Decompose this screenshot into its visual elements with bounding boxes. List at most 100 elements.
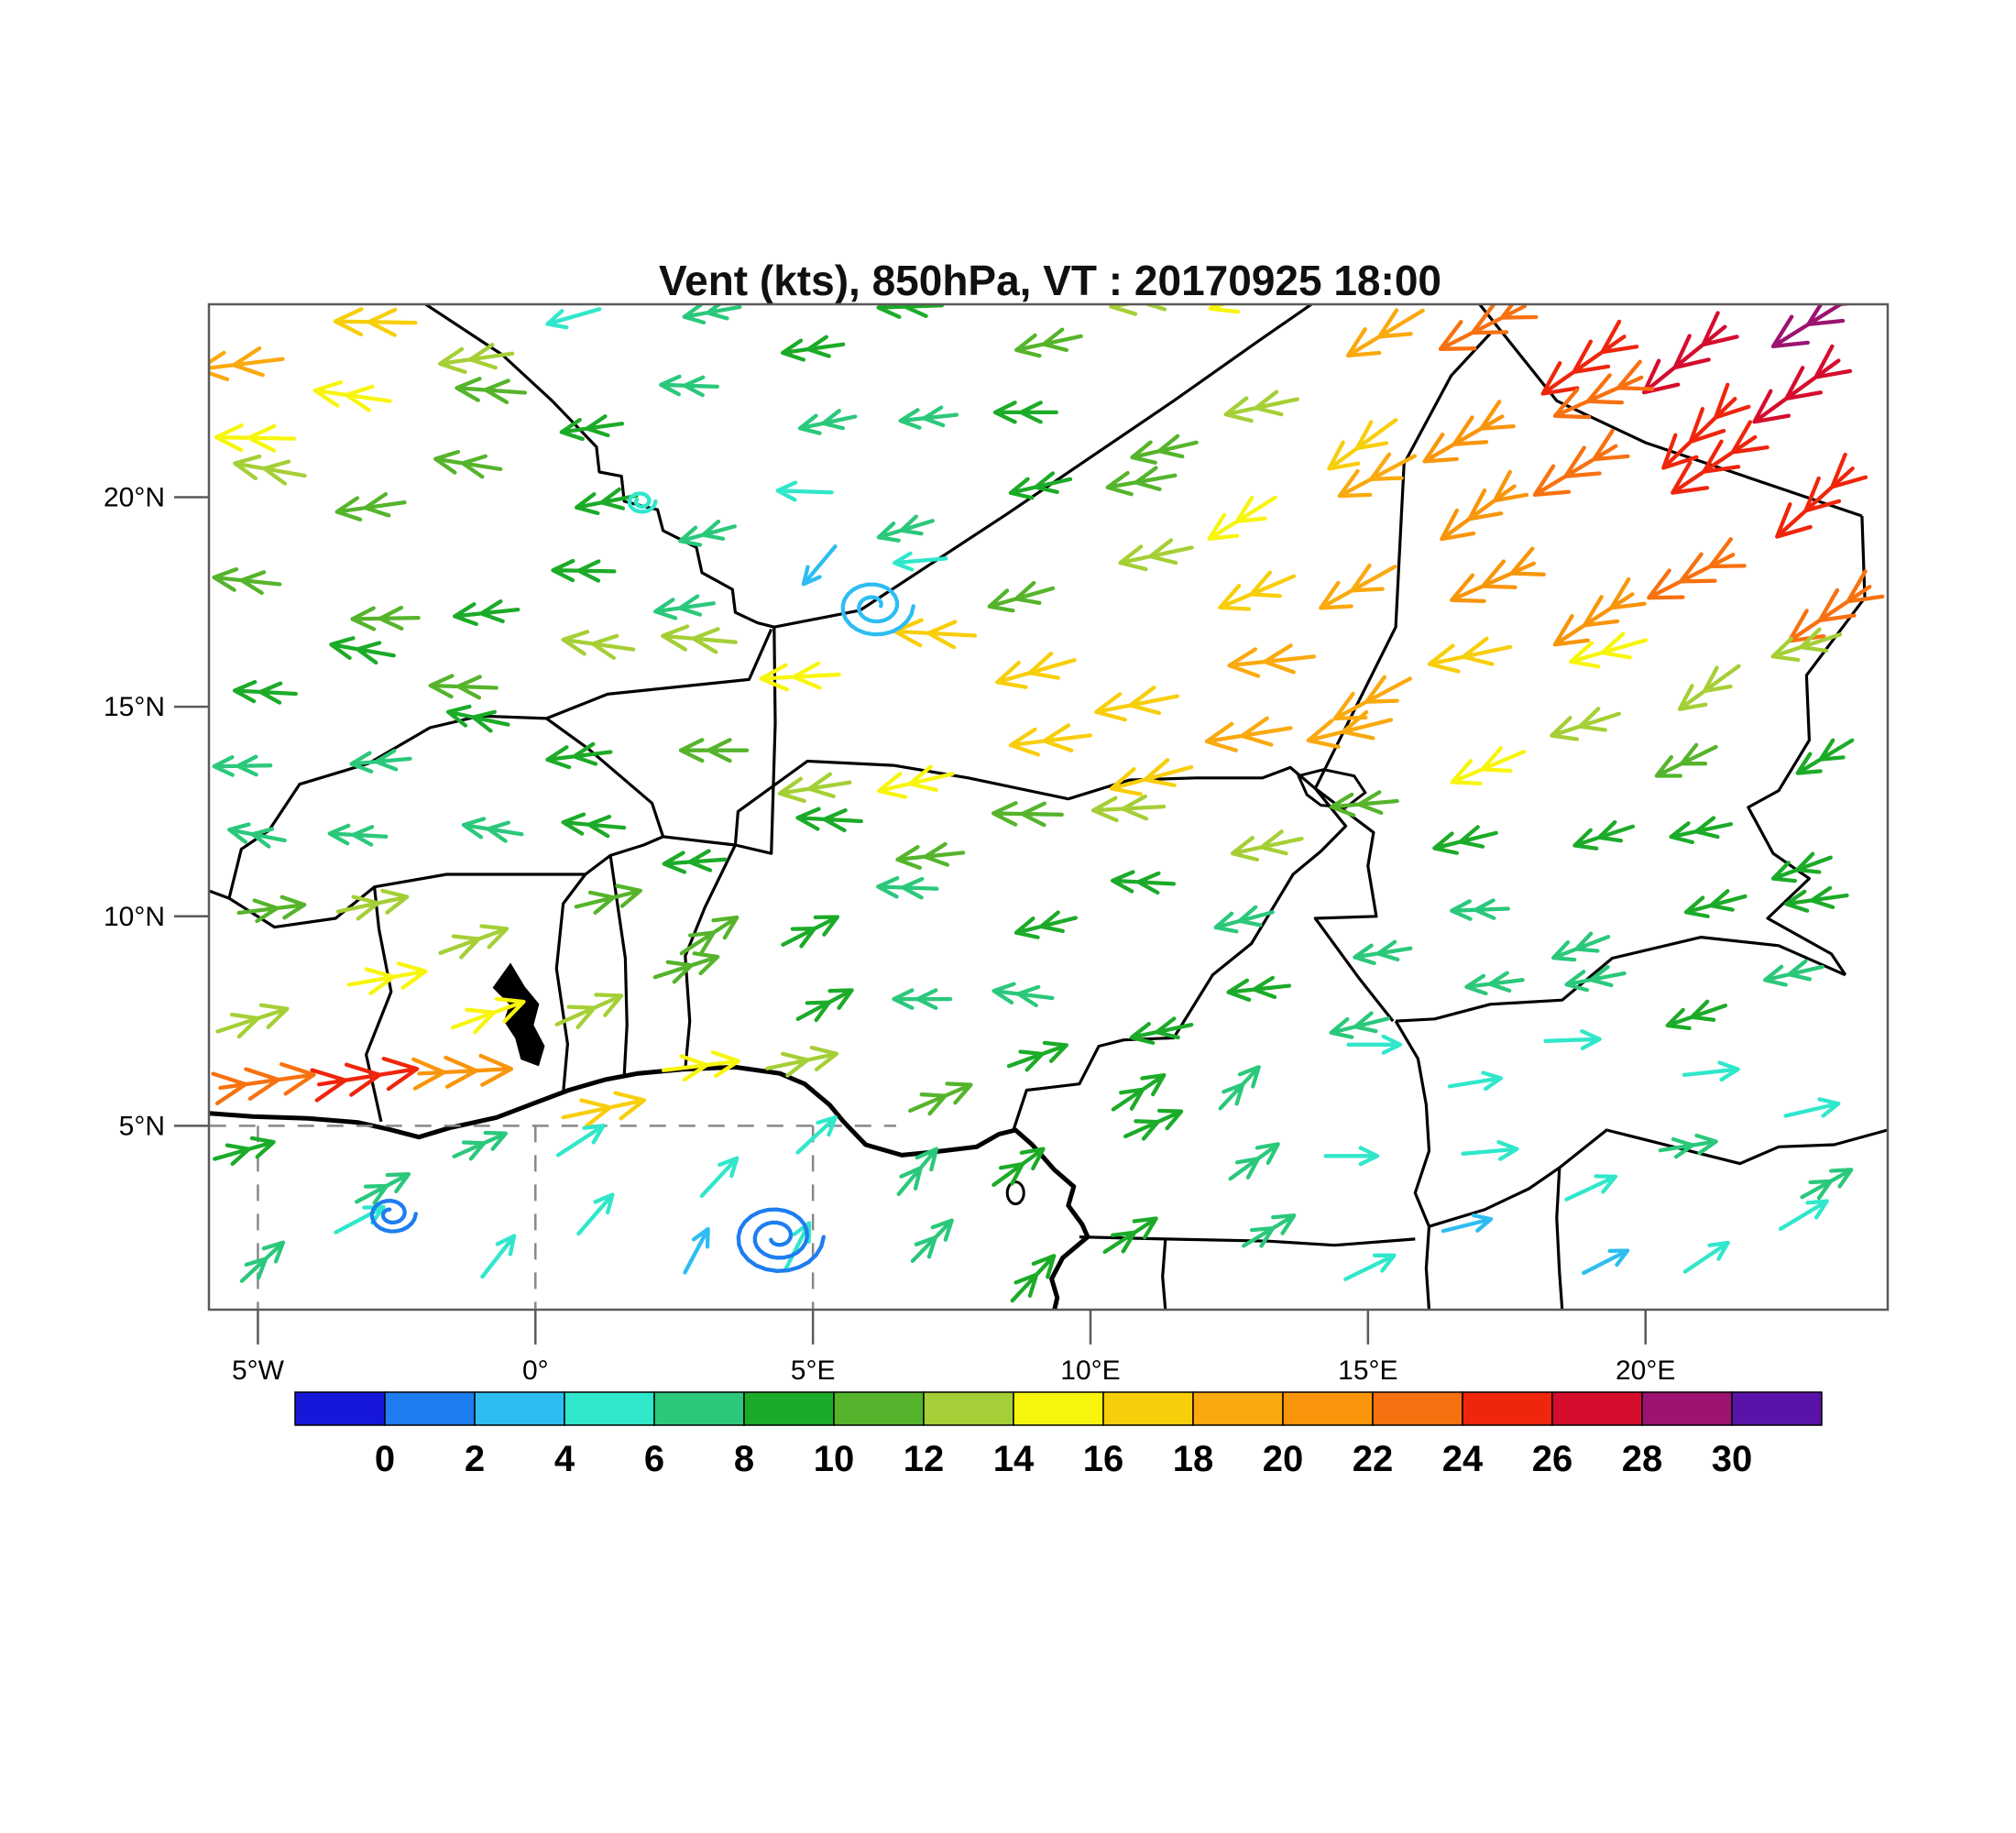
- wind-barb: [652, 951, 720, 984]
- wind-barb: [1306, 709, 1394, 750]
- colorbar-cell: [384, 1391, 476, 1426]
- bioko-island: [1005, 1180, 1025, 1206]
- wind-barb: [1532, 428, 1630, 498]
- wind-barb: [765, 1045, 839, 1078]
- lon-tick-label: 20°E: [1616, 1356, 1675, 1386]
- wind-barb: [334, 1204, 386, 1235]
- wind-barb: [1230, 829, 1304, 862]
- country-border: [773, 304, 1314, 629]
- wind-barb: [1208, 304, 1241, 314]
- wind-barb: [346, 961, 428, 996]
- wind-barb: [1129, 1016, 1194, 1045]
- wind-barb: [445, 704, 510, 733]
- country-border: [1477, 304, 1863, 518]
- colorbar-cell: [1102, 1391, 1194, 1426]
- wind-barb: [438, 924, 509, 960]
- wind-barb: [1343, 1253, 1397, 1281]
- wind-barb: [876, 764, 955, 799]
- map-borders-layer: [209, 304, 1888, 1310]
- country-border: [663, 759, 1317, 847]
- wind-barb: [215, 1003, 290, 1039]
- country-border: [1394, 1020, 1431, 1310]
- wind-barb: [1329, 1011, 1391, 1039]
- wind-barb: [545, 741, 613, 770]
- colorbar-tick-label: 6: [644, 1439, 664, 1479]
- colorbar-cell: [1641, 1391, 1733, 1426]
- colorbar-cell: [653, 1391, 745, 1426]
- wind-barb: [452, 1130, 509, 1161]
- colorbar-tick-label: 16: [1083, 1439, 1124, 1479]
- wind-barb: [1669, 816, 1734, 845]
- wind-barb: [1582, 1248, 1630, 1276]
- colorbar-tick-label: 22: [1353, 1439, 1394, 1479]
- wind-barb: [893, 551, 948, 572]
- wind-barb: [1647, 537, 1747, 600]
- country-border: [554, 873, 587, 1093]
- colorbar-tick-label: 18: [1173, 1439, 1214, 1479]
- lat-tick-label: 15°N: [104, 692, 165, 722]
- wind-barb: [1223, 390, 1299, 423]
- wind-barb: [1671, 420, 1769, 495]
- colorbar-tick-label: 10: [814, 1439, 855, 1479]
- wind-barb: [1327, 418, 1398, 471]
- country-border: [1079, 1235, 1416, 1247]
- colorbar-tick-label: 14: [993, 1439, 1035, 1479]
- wind-barb: [1323, 1146, 1380, 1167]
- wind-barb: [1778, 1199, 1829, 1232]
- colorbar-cell: [1731, 1391, 1823, 1426]
- wind-barb: [795, 807, 863, 833]
- wind-barb: [555, 1124, 606, 1158]
- wind-barb: [574, 487, 639, 516]
- wind-barb: [1440, 469, 1529, 542]
- wind-barb: [211, 1062, 316, 1106]
- axes-layer: 20°N 15°N 10°N 5°N 5°W 0° 5°E 10°E 15°E 20°E: [104, 482, 1675, 1386]
- wind-barb: [659, 374, 719, 398]
- country-border: [423, 304, 775, 629]
- lon-tick-label: 15°E: [1338, 1356, 1397, 1386]
- wind-barb: [455, 377, 528, 405]
- wind-barb: [661, 1049, 741, 1082]
- wind-barbs-layer: [209, 304, 1885, 1303]
- wind-barb: [1438, 304, 1539, 351]
- wind-barb: [1682, 1060, 1740, 1082]
- wind-barb: [480, 1234, 517, 1279]
- wind-barb: [1658, 1133, 1718, 1159]
- wind-barb: [1784, 885, 1849, 913]
- wind-barb: [1427, 636, 1513, 674]
- wind-barb: [212, 754, 273, 777]
- wind-barb: [1010, 1254, 1057, 1303]
- colorbar-cell: [474, 1391, 565, 1426]
- wind-barb: [775, 480, 834, 502]
- wind-barb: [349, 749, 412, 774]
- wind-barb: [1683, 889, 1748, 918]
- wind-barb: [662, 849, 728, 874]
- wind-barb: [551, 558, 617, 583]
- wind-barb: [1094, 685, 1179, 722]
- wind-barb: [910, 1218, 954, 1264]
- wind-barb: [1450, 746, 1527, 786]
- wind-barb: [335, 888, 410, 921]
- wind-barb: [759, 661, 841, 692]
- wind-barb: [1432, 825, 1498, 855]
- wind-barb: [1345, 308, 1425, 358]
- wind-barb: [438, 343, 515, 374]
- country-border: [209, 714, 665, 900]
- wind-barb: [876, 875, 939, 900]
- chart-title: Vent (kts), 850hPa, VT : 20170925 18:00: [659, 257, 1441, 304]
- wind-barb: [992, 982, 1055, 1008]
- lon-tick-label: 5°E: [791, 1356, 836, 1386]
- wind-barb: [1677, 664, 1741, 711]
- wind-barb: [1008, 471, 1073, 500]
- wind-barb: [699, 1156, 740, 1199]
- wind-barb: [995, 651, 1077, 689]
- wind-barb: [1551, 931, 1611, 962]
- wind-barb: [1564, 1174, 1618, 1202]
- wind-barb: [232, 679, 298, 705]
- wind-barb: [411, 1053, 514, 1091]
- country-border: [1161, 1238, 1167, 1310]
- wind-barb: [1422, 400, 1516, 464]
- colorbar-cell: [1551, 1391, 1643, 1426]
- colorbar-tick-label: 26: [1532, 1439, 1573, 1479]
